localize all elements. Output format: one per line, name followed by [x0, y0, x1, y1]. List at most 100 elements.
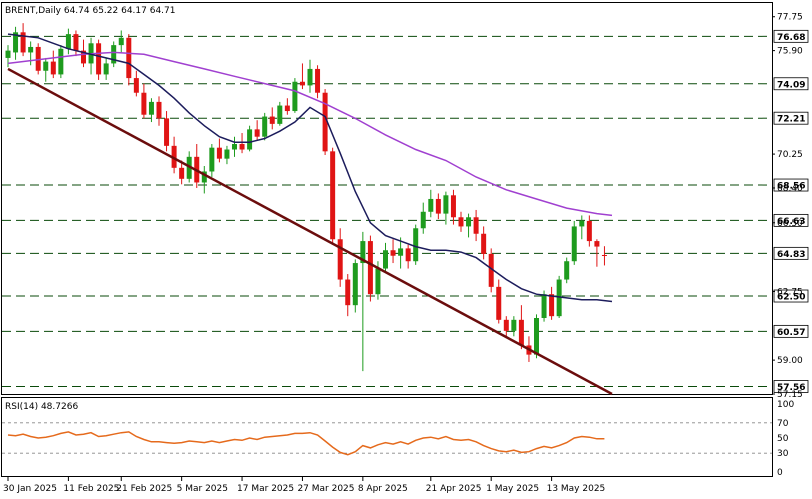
candle-body	[330, 151, 336, 240]
moving-average-long	[7, 51, 613, 217]
level-label: 76.68	[777, 33, 805, 43]
rsi-axis: 100 70 50 30 0	[777, 400, 794, 478]
candle-body	[284, 105, 290, 112]
date-tick-label: 11 Feb 2025	[63, 484, 119, 494]
level-label: 57.56	[777, 383, 805, 393]
candle-body	[148, 101, 154, 115]
candle-body	[50, 61, 56, 75]
candle-body	[269, 116, 275, 124]
candle-body	[171, 145, 177, 168]
candle-body	[28, 46, 34, 53]
candle-body	[118, 37, 124, 46]
price-axis: 77.75 75.90 70.25 68.40 66.50 62.75 59.00 57.15	[772, 13, 803, 400]
candle-body	[277, 105, 283, 124]
candle-body	[564, 261, 570, 280]
level-label: 60.57	[777, 328, 805, 338]
candle-body	[586, 220, 592, 242]
candle-body	[322, 92, 328, 152]
candle-body	[443, 195, 449, 214]
candle-body	[254, 129, 260, 137]
rsi-tick-label: 100	[777, 400, 794, 410]
candle-body	[13, 32, 19, 53]
rsi-levels	[2, 422, 772, 454]
candle-body	[307, 68, 313, 86]
candle-body	[435, 198, 441, 214]
price-panel: 76.68 74.09 72.21 68.56 66.63 64.83 62.50 60.57…	[1, 2, 809, 400]
candle-body	[594, 241, 600, 247]
level-label: 64.83	[777, 250, 805, 260]
candle-body	[541, 294, 547, 318]
candle-body	[111, 45, 117, 64]
candle-body	[337, 239, 343, 280]
candle-body	[534, 317, 539, 355]
horizontal-levels: 76.68 74.09 72.21 68.56 66.63 64.83 62.50 60.57…	[2, 29, 809, 393]
candle-body	[398, 248, 404, 256]
downtrend-line	[7, 67, 613, 396]
level-label: 74.09	[777, 80, 805, 90]
level-tag	[773, 111, 809, 125]
date-tick-label: 21 Feb 2025	[116, 484, 172, 494]
rsi-panel-frame	[1, 397, 773, 477]
candle-body	[405, 248, 411, 262]
candle-body	[315, 68, 321, 93]
date-tick-label: 13 May 2025	[547, 484, 606, 494]
candle-body	[549, 294, 555, 317]
candle-body	[156, 101, 162, 119]
candle-body	[488, 253, 494, 287]
price-tick-label: 70.25	[777, 150, 803, 160]
level-label: 68.56	[777, 182, 805, 192]
candle-body	[35, 46, 41, 71]
candle-body	[5, 50, 11, 58]
level-tag	[773, 289, 809, 303]
rsi-line	[7, 431, 605, 456]
candle-body	[413, 228, 419, 262]
candles	[5, 23, 607, 372]
candle-body	[473, 217, 479, 234]
rsi-tick-label: 0	[777, 468, 783, 478]
level-label: 66.63	[777, 217, 805, 227]
candle-body	[103, 63, 109, 75]
candle-body	[201, 171, 207, 183]
candle-body	[420, 211, 426, 229]
candle-body	[458, 217, 464, 227]
candle-body	[224, 149, 230, 159]
candle-body	[496, 286, 502, 320]
date-tick-label: 30 Jan 2025	[3, 484, 57, 494]
candle-body	[390, 250, 396, 256]
candle-body	[367, 241, 373, 295]
candle-body	[73, 34, 79, 51]
candle-body	[43, 61, 49, 71]
level-tag	[773, 324, 809, 338]
price-tick-label: 75.90	[777, 47, 803, 57]
level-tag	[773, 246, 809, 260]
candle-body	[247, 129, 253, 150]
date-tick-label: 21 Apr 2025	[426, 484, 482, 494]
candle-body	[262, 116, 268, 137]
level-tag	[773, 29, 809, 43]
moving-average-short	[7, 33, 613, 303]
rsi-tick-label: 30	[777, 449, 789, 459]
level-tag	[773, 380, 809, 393]
candle-body	[518, 319, 524, 346]
candle-body	[601, 254, 607, 256]
candle-body	[292, 81, 298, 112]
candle-body	[511, 319, 517, 331]
candle-body	[299, 81, 305, 86]
date-tick-label: 5 Mar 2025	[177, 484, 228, 494]
price-chart-title: BRENT,Daily 64.74 65.22 64.17 64.71	[5, 6, 175, 16]
level-label: 72.21	[777, 115, 805, 125]
price-tick-label: 77.75	[777, 13, 803, 23]
date-tick-label: 27 Mar 2025	[297, 484, 354, 494]
candle-body	[216, 147, 222, 159]
candle-body	[360, 241, 366, 264]
candle-body	[375, 268, 381, 295]
candle-body	[556, 279, 562, 317]
candle-body	[383, 250, 388, 269]
candle-body	[579, 220, 585, 227]
candle-body	[481, 233, 487, 254]
level-tag	[773, 77, 809, 91]
candle-body	[450, 195, 456, 218]
level-label: 62.50	[777, 293, 805, 303]
candle-body	[58, 48, 64, 75]
